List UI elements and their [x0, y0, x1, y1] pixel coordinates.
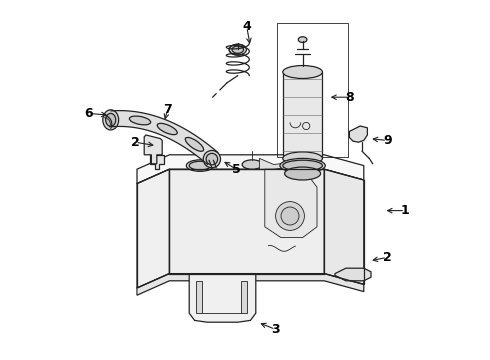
Ellipse shape: [285, 167, 320, 180]
Ellipse shape: [203, 150, 220, 168]
Text: 1: 1: [401, 204, 410, 217]
Ellipse shape: [232, 46, 244, 53]
Ellipse shape: [186, 160, 214, 171]
Ellipse shape: [206, 153, 218, 165]
Polygon shape: [170, 169, 324, 274]
Ellipse shape: [280, 158, 325, 173]
Ellipse shape: [189, 161, 211, 170]
Ellipse shape: [275, 202, 304, 230]
Polygon shape: [196, 281, 202, 313]
Polygon shape: [137, 169, 170, 288]
Ellipse shape: [229, 44, 246, 55]
Text: 3: 3: [271, 323, 280, 336]
Polygon shape: [335, 268, 371, 281]
Polygon shape: [144, 135, 162, 164]
Polygon shape: [265, 169, 317, 238]
Text: 2: 2: [383, 251, 392, 264]
Ellipse shape: [157, 123, 177, 135]
Ellipse shape: [283, 66, 322, 78]
Text: 9: 9: [383, 134, 392, 147]
Ellipse shape: [185, 138, 204, 151]
Ellipse shape: [234, 46, 242, 53]
Bar: [283, 72, 322, 158]
Polygon shape: [259, 158, 303, 169]
Polygon shape: [111, 111, 218, 165]
Text: 2: 2: [131, 136, 140, 149]
Polygon shape: [149, 155, 164, 169]
Text: 4: 4: [243, 21, 251, 33]
Bar: [277, 23, 347, 157]
Polygon shape: [137, 274, 364, 295]
Ellipse shape: [283, 160, 322, 171]
Text: 5: 5: [232, 163, 241, 176]
Polygon shape: [324, 169, 364, 284]
Ellipse shape: [298, 37, 307, 42]
Polygon shape: [349, 126, 368, 142]
Polygon shape: [137, 155, 364, 184]
Ellipse shape: [242, 160, 262, 169]
Text: 7: 7: [163, 103, 172, 116]
Ellipse shape: [283, 152, 322, 165]
Text: 8: 8: [345, 91, 354, 104]
Ellipse shape: [103, 110, 119, 130]
Ellipse shape: [281, 207, 299, 225]
Text: 6: 6: [84, 107, 93, 120]
Ellipse shape: [106, 113, 116, 126]
Polygon shape: [242, 281, 247, 313]
Polygon shape: [189, 274, 256, 322]
Ellipse shape: [129, 116, 150, 125]
